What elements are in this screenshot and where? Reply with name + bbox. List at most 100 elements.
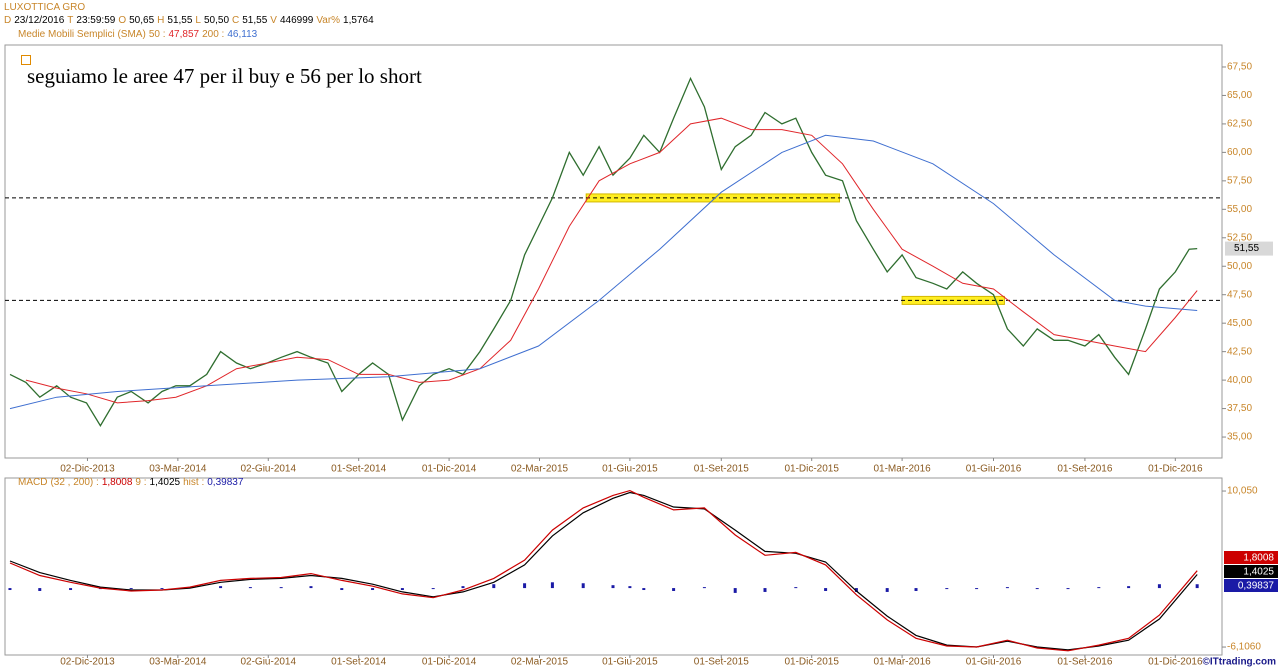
y-tick-label: 67,50 <box>1227 62 1252 73</box>
last-price-label: 51,55 <box>1234 243 1259 254</box>
x-tick-label: 01-Giu-2015 <box>602 464 658 475</box>
x-tick-label: 02-Mar-2015 <box>511 657 569 668</box>
x-tick-label: 01-Giu-2016 <box>966 657 1022 668</box>
hist-bar <box>160 588 164 590</box>
hist-bar <box>794 587 798 589</box>
hist-bar <box>1127 586 1131 589</box>
hist-bar <box>1066 588 1070 590</box>
hist-bar <box>1097 587 1101 589</box>
x-tick-label: 01-Dic-2016 <box>1148 657 1203 668</box>
x-tick-label: 02-Dic-2013 <box>60 657 115 668</box>
y-tick-label: 35,00 <box>1227 432 1252 443</box>
legend-value: 47,857 <box>168 29 200 40</box>
info-label: H <box>157 15 165 26</box>
y-tick-label: 52,50 <box>1227 232 1252 243</box>
hist-bar <box>371 588 375 591</box>
hist-bar <box>69 588 73 591</box>
value-box <box>1224 565 1278 578</box>
hist-bar <box>400 588 404 591</box>
legend-label: (32 , 200) : <box>50 477 99 488</box>
footer: ©ITtrading.com <box>1203 657 1277 668</box>
info-value: 51,55 <box>242 15 268 26</box>
y-tick-label: 50,00 <box>1227 261 1252 272</box>
legend-value: 1,4025 <box>149 477 181 488</box>
y-tick-label: 40,00 <box>1227 375 1252 386</box>
hist-bar <box>309 586 313 589</box>
legend-label: hist : <box>183 477 205 488</box>
y-tick-label: 62,50 <box>1227 119 1252 130</box>
hist-bar <box>628 586 632 589</box>
hist-bar <box>733 588 737 593</box>
info-value: 50,65 <box>129 15 155 26</box>
y-tick-label: 65,00 <box>1227 90 1252 101</box>
y-tick-label: 10,050 <box>1227 486 1258 497</box>
hist-bar <box>642 588 646 591</box>
legend-label: 9 : <box>135 477 147 488</box>
y-tick-label: -6,1060 <box>1227 642 1261 653</box>
info-value: 50,50 <box>203 15 230 26</box>
hist-bar <box>38 588 42 591</box>
value-box <box>1224 579 1278 592</box>
info-label: T <box>67 15 74 26</box>
info-label: V <box>270 15 277 26</box>
x-tick-label: 01-Mar-2016 <box>873 657 931 668</box>
info-value: 1,5764 <box>343 15 374 26</box>
y-tick-label: 45,00 <box>1227 318 1252 329</box>
hist-bar <box>129 588 133 590</box>
hist-bar <box>1195 584 1199 589</box>
info-value: 23/12/2016 <box>14 15 65 26</box>
hist-bar <box>611 585 615 589</box>
info-label: Var% <box>316 15 341 26</box>
x-tick-label: 01-Dic-2015 <box>784 657 839 668</box>
info-label: L <box>195 15 201 26</box>
legend-value: 1,8008 <box>101 477 133 488</box>
annotation-marker <box>21 55 31 65</box>
macd-legend: MACD (32 , 200) :1,8008 9 :1,4025 hist :0,3… <box>18 477 246 489</box>
hist-bar <box>885 588 889 592</box>
x-tick-label: 01-Giu-2015 <box>602 657 658 668</box>
hist-bar <box>702 587 706 589</box>
x-tick-label: 01-Set-2014 <box>331 464 386 475</box>
legend-label: 50 : <box>148 29 166 40</box>
hist-bar <box>1035 588 1039 590</box>
x-tick-label: 02-Dic-2013 <box>60 464 115 475</box>
hist-bar <box>492 584 496 589</box>
sma-legend: Medie Mobili Semplici (SMA) 50 :47,857 200… <box>18 29 260 41</box>
value-box-label: 0,39837 <box>1238 581 1275 592</box>
annotation: seguiamo le aree 47 per il buy e 56 per … <box>27 64 422 88</box>
y-tick-label: 60,00 <box>1227 147 1252 158</box>
x-tick-label: 01-Set-2016 <box>1057 657 1112 668</box>
hist-bar <box>914 588 918 591</box>
x-tick-label: 01-Set-2015 <box>694 657 749 668</box>
info-value: 446999 <box>279 15 314 26</box>
sma-line <box>25 117 1198 404</box>
y-tick-label: 37,50 <box>1227 403 1252 414</box>
macd-line <box>9 489 1198 652</box>
sma-title: Medie Mobili Semplici (SMA) <box>18 29 146 40</box>
hist-bar <box>945 588 949 590</box>
last-price-box <box>1225 241 1273 256</box>
legend-value: 0,39837 <box>207 477 244 488</box>
legend-label: 200 : <box>202 29 225 40</box>
hist-bar <box>248 587 252 589</box>
hist-bar <box>523 583 527 589</box>
x-tick-label: 01-Dic-2016 <box>1148 464 1203 475</box>
info-value: 51,55 <box>167 15 193 26</box>
x-tick-label: 01-Mar-2016 <box>873 464 931 475</box>
info-label: D <box>4 15 12 26</box>
x-tick-label: 01-Set-2016 <box>1057 464 1112 475</box>
hist-bar <box>824 588 828 591</box>
hist-bar <box>550 582 554 589</box>
macd-title: MACD <box>18 477 48 488</box>
hist-bar <box>1005 587 1009 589</box>
hist-bar <box>431 588 435 590</box>
sma-line <box>9 134 1198 410</box>
x-tick-label: 01-Dic-2014 <box>422 657 477 668</box>
y-tick-label: 47,50 <box>1227 289 1252 300</box>
x-tick-label: 01-Dic-2015 <box>784 464 839 475</box>
value-box <box>1224 551 1278 564</box>
price-panel <box>4 44 1223 459</box>
macd-panel <box>4 477 1223 656</box>
